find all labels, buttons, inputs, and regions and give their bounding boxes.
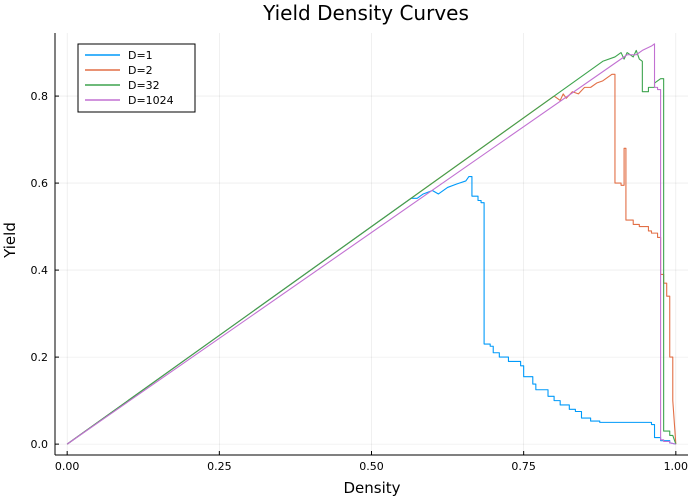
legend: D=1 D=2 D=32 D=1024 bbox=[77, 43, 196, 113]
x-axis-title: Density bbox=[343, 479, 400, 497]
y-tick-label-2: 0.4 bbox=[31, 264, 49, 277]
y-axis-ticks: 0.0 0.2 0.4 0.6 0.8 bbox=[31, 90, 59, 451]
legend-label-0: D=1 bbox=[128, 49, 153, 62]
y-tick-label-4: 0.8 bbox=[31, 90, 49, 103]
y-tick-label-0: 0.0 bbox=[31, 438, 49, 451]
legend-label-3: D=1024 bbox=[128, 94, 174, 107]
series-line-d-1 bbox=[66, 176, 676, 445]
x-tick-label-1: 0.25 bbox=[207, 460, 232, 473]
legend-label-1: D=2 bbox=[128, 64, 153, 77]
series-line-d-32 bbox=[66, 49, 677, 445]
legend-label-2: D=32 bbox=[128, 79, 160, 92]
x-tick-label-3: 0.75 bbox=[511, 460, 536, 473]
grid bbox=[55, 33, 688, 455]
y-axis-title: Yield bbox=[1, 222, 19, 259]
y-tick-label-3: 0.6 bbox=[31, 177, 49, 190]
y-tick-label-1: 0.2 bbox=[31, 351, 49, 364]
x-tick-label-0: 0.00 bbox=[55, 460, 80, 473]
chart-title: Yield Density Curves bbox=[262, 1, 469, 25]
x-tick-label-4: 1.00 bbox=[664, 460, 689, 473]
x-axis-ticks: 0.00 0.25 0.50 0.75 1.00 bbox=[55, 451, 688, 473]
series-layer bbox=[66, 43, 677, 445]
x-tick-label-2: 0.50 bbox=[359, 460, 384, 473]
series-line-d-1024 bbox=[66, 43, 676, 445]
series-line-d-2 bbox=[66, 73, 677, 445]
